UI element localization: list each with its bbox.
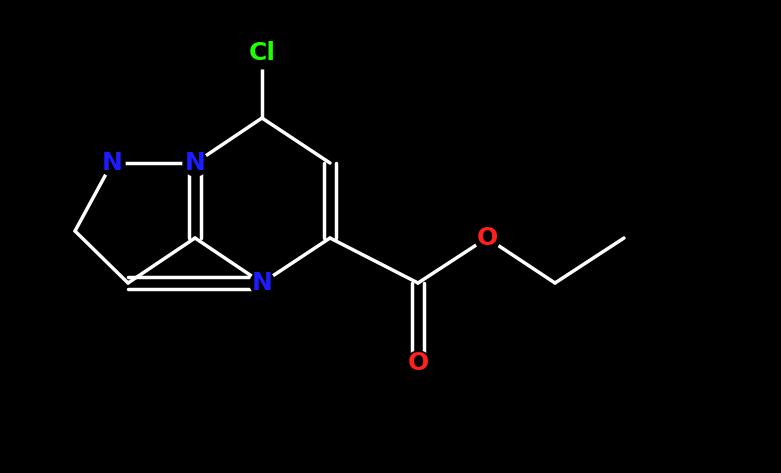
Text: N: N — [184, 151, 205, 175]
Text: N: N — [102, 151, 123, 175]
Text: O: O — [408, 351, 429, 375]
Text: N: N — [251, 271, 273, 295]
Text: O: O — [476, 226, 497, 250]
Text: Cl: Cl — [248, 41, 276, 65]
